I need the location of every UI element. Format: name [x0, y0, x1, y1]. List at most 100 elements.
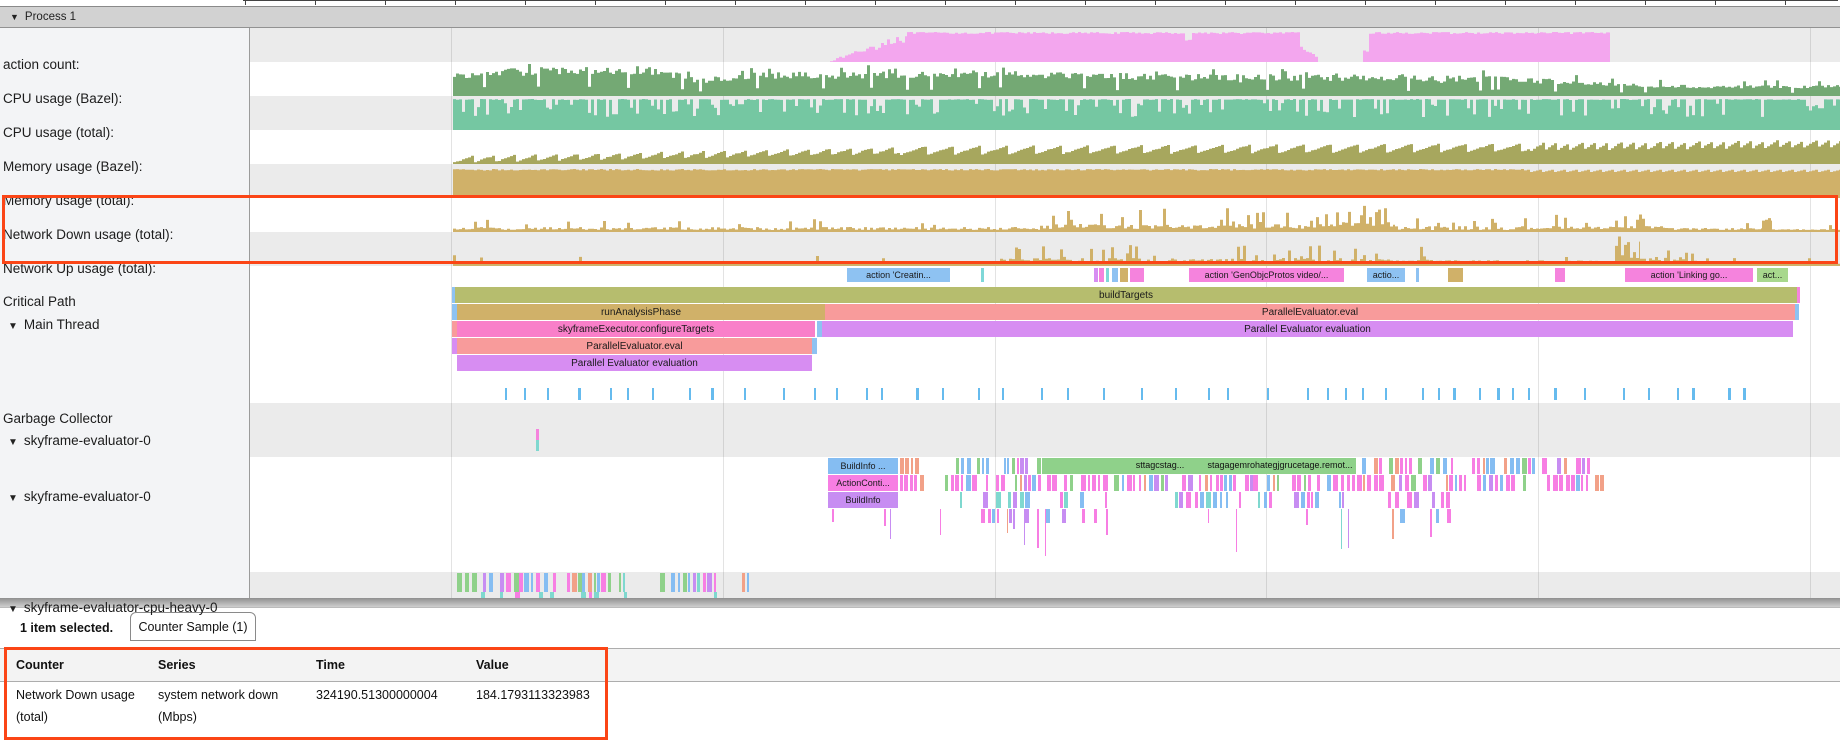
trace-span[interactable] [1149, 475, 1153, 491]
sidebar-item-network-up-usage-total[interactable]: Network Up usage (total): [3, 261, 156, 277]
trace-span[interactable] [967, 458, 971, 474]
gc-event-tick[interactable] [1647, 388, 1650, 400]
trace-span[interactable] [1441, 492, 1444, 508]
trace-span[interactable] [1276, 475, 1280, 491]
trace-span[interactable] [1571, 475, 1575, 491]
gc-event-tick[interactable] [1422, 388, 1425, 400]
trace-span[interactable] [678, 573, 681, 592]
trace-span[interactable] [1064, 492, 1068, 508]
trace-span[interactable] [966, 475, 971, 491]
gc-event-tick[interactable] [689, 388, 692, 400]
trace-span[interactable] [995, 475, 1000, 491]
trace-span[interactable] [707, 573, 713, 592]
trace-span[interactable] [714, 573, 717, 592]
trace-span[interactable] [1429, 458, 1435, 474]
trace-span[interactable] [683, 573, 688, 592]
critical-path-sliver[interactable] [1130, 268, 1144, 282]
trace-span[interactable] [1585, 475, 1588, 491]
trace-span[interactable] [488, 573, 493, 592]
flame-span[interactable]: BuildInfo [828, 492, 898, 508]
trace-span[interactable] [1575, 475, 1581, 491]
trace-span[interactable] [499, 592, 504, 598]
trace-span[interactable] [1576, 458, 1582, 474]
trace-span[interactable] [1087, 475, 1091, 491]
gc-event-tick[interactable] [710, 388, 714, 400]
gc-event-tick[interactable] [836, 388, 839, 400]
trace-span[interactable] [1007, 492, 1012, 508]
sidebar-item-memory-usage-bazel[interactable]: Memory usage (Bazel): [3, 159, 143, 175]
trace-span[interactable] [601, 573, 606, 592]
trace-span[interactable] [506, 573, 512, 592]
trace-span[interactable] [1495, 475, 1499, 491]
gc-event-tick[interactable] [977, 388, 980, 400]
trace-span[interactable] [1587, 458, 1590, 474]
trace-span[interactable] [1308, 475, 1312, 491]
trace-span[interactable] [530, 573, 533, 592]
trace-span[interactable] [1374, 458, 1378, 474]
gc-event-tick[interactable] [1266, 388, 1269, 400]
collapse-arrow-icon[interactable]: ▼ [10, 12, 19, 22]
sidebar-item-skyframe-evaluator-0[interactable]: ▼ skyframe-evaluator-0 [8, 433, 151, 451]
critical-path-span[interactable]: act... [1757, 268, 1788, 282]
trace-span[interactable] [1542, 458, 1547, 474]
trace-span[interactable] [992, 509, 996, 523]
trace-span[interactable] [1399, 458, 1404, 474]
flame-span[interactable]: buildTargets [455, 287, 1797, 303]
flame-sliver[interactable] [817, 321, 822, 337]
gc-event-tick[interactable] [1327, 388, 1330, 400]
trace-span[interactable] [1097, 475, 1100, 491]
gc-event-tick[interactable] [1528, 388, 1531, 400]
sidebar-item-main-thread[interactable]: ▼ Main Thread [8, 317, 99, 335]
trace-span[interactable] [1001, 475, 1006, 491]
trace-span[interactable] [1431, 492, 1436, 508]
trace-span[interactable] [580, 592, 586, 598]
flame-span[interactable]: ActionConti... [828, 475, 898, 491]
trace-span[interactable] [1564, 458, 1567, 474]
trace-span[interactable] [900, 475, 903, 491]
trace-span[interactable] [1599, 475, 1604, 491]
trace-span[interactable] [1400, 509, 1405, 523]
trace-drip[interactable] [1340, 509, 1343, 550]
trace-span[interactable] [1015, 475, 1018, 491]
trace-span[interactable] [514, 573, 519, 592]
trace-span[interactable] [1362, 475, 1365, 491]
trace-span[interactable] [1306, 492, 1310, 508]
tab-counter-sample[interactable]: Counter Sample (1) [130, 612, 256, 641]
trace-span[interactable] [996, 509, 999, 523]
trace-drip[interactable] [1430, 509, 1432, 538]
trace-span[interactable] [742, 573, 746, 592]
sidebar-item-memory-usage-total[interactable]: Memory usage (total): [3, 193, 134, 209]
trace-span[interactable] [1445, 475, 1449, 491]
critical-path-sliver[interactable] [1555, 268, 1565, 282]
trace-span[interactable] [1459, 475, 1462, 491]
trace-span[interactable] [1200, 492, 1205, 508]
trace-span[interactable] [1263, 492, 1267, 508]
gc-event-tick[interactable] [1102, 388, 1105, 400]
trace-span[interactable] [981, 458, 985, 474]
trace-span[interactable] [472, 573, 477, 592]
cpu-usage-bazel-chart[interactable] [0, 62, 1840, 96]
trace-span[interactable] [550, 592, 554, 598]
trace-span[interactable] [1316, 475, 1321, 491]
trace-span[interactable] [1036, 458, 1042, 474]
trace-span[interactable] [1436, 509, 1439, 523]
trace-span[interactable] [1215, 475, 1219, 491]
sidebar-item-cpu-usage-bazel[interactable]: CPU usage (Bazel): [3, 91, 122, 107]
trace-span[interactable] [1081, 509, 1085, 523]
trace-span[interactable] [1144, 475, 1147, 491]
trace-span[interactable] [913, 475, 918, 491]
trace-span[interactable] [1553, 475, 1558, 491]
critical-path-sliver[interactable] [1416, 268, 1419, 282]
trace-span[interactable] [578, 573, 582, 592]
trace-span[interactable] [1025, 458, 1028, 474]
trace-span[interactable] [1233, 475, 1237, 491]
sidebar-item-garbage-collector[interactable]: Garbage Collector [3, 411, 113, 427]
action-count-chart[interactable] [0, 28, 1840, 62]
flame-sliver[interactable] [452, 287, 455, 303]
panel-separator[interactable] [0, 598, 1840, 608]
trace-span[interactable] [1565, 475, 1570, 491]
collapse-arrow-icon[interactable]: ▼ [8, 321, 18, 332]
trace-span[interactable] [1333, 475, 1338, 491]
trace-drip[interactable] [889, 509, 892, 539]
trace-span[interactable] [1011, 458, 1016, 474]
